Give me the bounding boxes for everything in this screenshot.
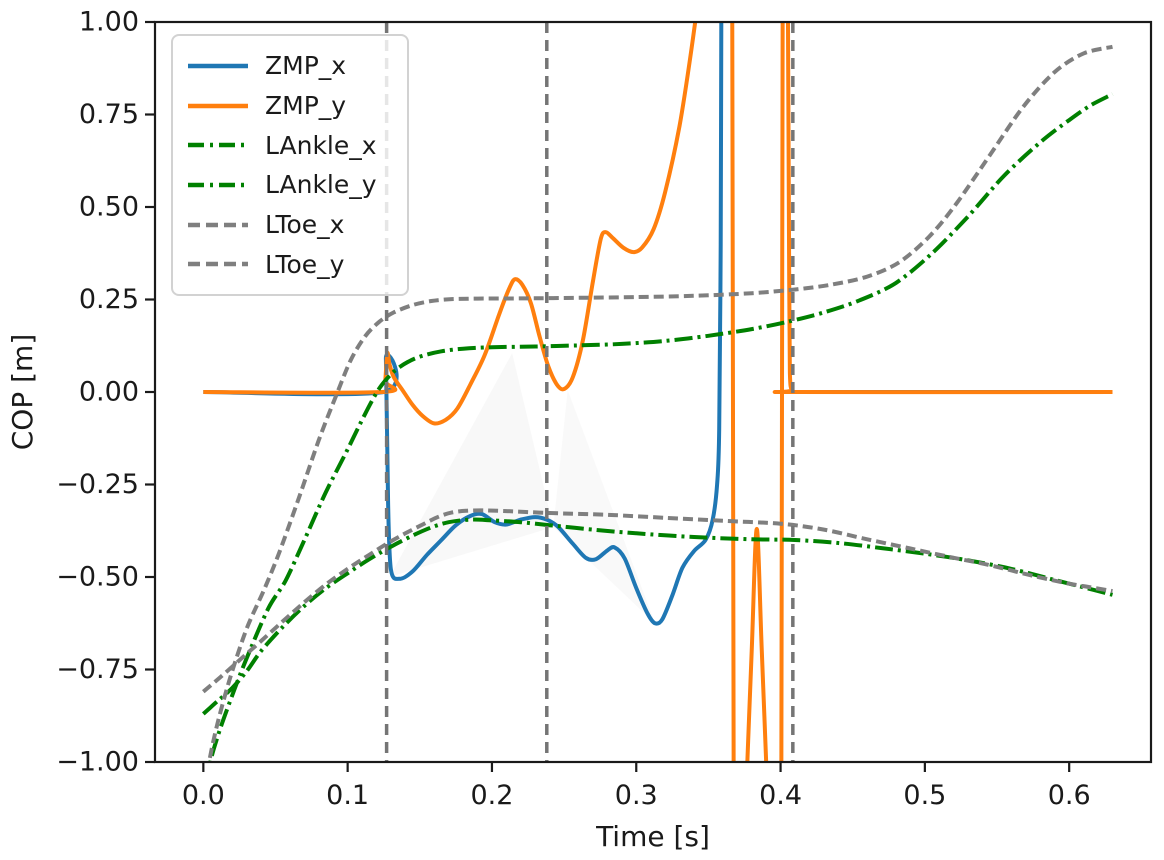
- zmp-x-line-sample-icon: [188, 63, 248, 69]
- legend-label: ZMP_x: [265, 51, 347, 81]
- legend-label: LToe_y: [265, 249, 345, 279]
- legend-label: LAnkle_y: [265, 170, 377, 200]
- zmp-y-line-sample-icon: [188, 103, 248, 108]
- legend-item-ltoe-y: LToe_y: [187, 244, 393, 284]
- legend-item-ltoe-x: LToe_x: [187, 205, 393, 245]
- y-tick-label: 0.00: [79, 377, 139, 408]
- y-tick-label: 0.25: [79, 284, 139, 315]
- series-zmp-y: [203, 22, 1113, 762]
- series-lankle-x: [201, 517, 1114, 716]
- y-tick-label: 0.50: [79, 192, 139, 223]
- x-tick-label: 0.2: [470, 780, 513, 811]
- series-ltoe-x: [202, 508, 1113, 694]
- y-tick-label: −0.75: [56, 654, 139, 685]
- x-tick-label: 0.3: [615, 780, 658, 811]
- legend: ZMP_x ZMP_y LAnkle_x LAnkle_y LToe_x LToe_y: [171, 34, 409, 296]
- ltoe-x-line-sample-icon: [188, 222, 248, 227]
- plot-area: [201, 22, 1114, 762]
- y-tick-label: −1.00: [56, 747, 139, 778]
- x-tick-label: 0.0: [182, 780, 225, 811]
- legend-item-zmp-y: ZMP_y: [187, 86, 393, 126]
- x-tick-label: 0.1: [326, 780, 369, 811]
- series-lankle-y: [208, 92, 1114, 762]
- legend-item-zmp-x: ZMP_x: [187, 46, 393, 86]
- series-zmp-x: [203, 22, 724, 626]
- legend-label: LToe_x: [265, 210, 345, 240]
- legend-label: LAnkle_x: [265, 130, 377, 160]
- legend-item-lankle-y: LAnkle_y: [187, 165, 393, 205]
- lankle-x-line-sample-icon: [188, 142, 248, 148]
- y-axis-label: COP [m]: [6, 334, 39, 451]
- y-tick-label: 0.75: [79, 99, 139, 130]
- y-tick-label: −0.25: [56, 469, 139, 500]
- y-tick-label: −0.50: [56, 562, 139, 593]
- shaded-region-2: [553, 390, 656, 624]
- x-tick-label: 0.4: [759, 780, 802, 811]
- legend-item-lankle-x: LAnkle_x: [187, 125, 393, 165]
- x-tick-label: 0.6: [1048, 780, 1091, 811]
- lankle-y-line-sample-icon: [188, 182, 248, 188]
- x-tick-label: 0.5: [903, 780, 946, 811]
- x-axis-label: Time [s]: [595, 820, 710, 853]
- legend-label: ZMP_y: [265, 91, 347, 120]
- series-ltoe-y: [207, 44, 1113, 762]
- ltoe-y-line-sample-icon: [188, 261, 248, 267]
- y-tick-label: 1.00: [79, 7, 139, 38]
